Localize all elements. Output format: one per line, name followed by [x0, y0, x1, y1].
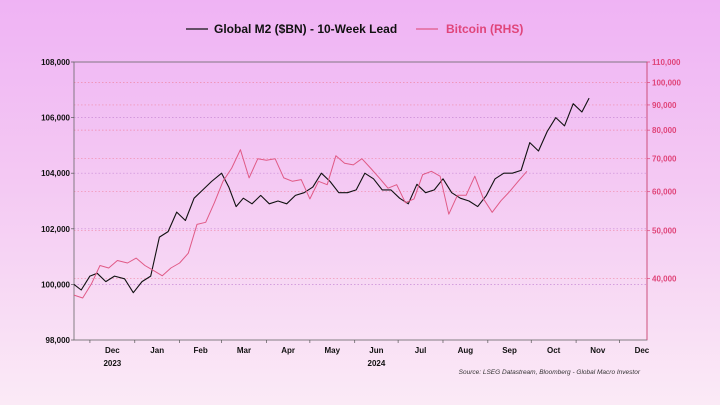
- x-tick-label: Feb: [193, 346, 207, 355]
- x-tick-label: Dec: [105, 346, 120, 355]
- gridlines: [74, 82, 647, 285]
- left-tick-label: 106,000: [41, 114, 70, 123]
- x-tick-label: Oct: [547, 346, 561, 355]
- right-tick-label: 50,000: [652, 227, 677, 236]
- series-line-m2: [73, 97, 590, 294]
- source-note: Source: LSEG Datastream, Bloomberg - Glo…: [459, 369, 641, 376]
- legend: Global M2 ($BN) - 10-Week Lead Bitcoin (…: [186, 22, 523, 36]
- right-tick-label: 90,000: [652, 101, 677, 110]
- left-tick-label: 102,000: [41, 225, 70, 234]
- right-tick-label: 100,000: [652, 78, 681, 87]
- right-y-axis: 40,000 50,000 60,000 70,000 80,000 90,000 100,…: [646, 58, 681, 340]
- x-year-label: 2024: [368, 359, 386, 368]
- series: [73, 97, 590, 299]
- x-tick-label: Jul: [415, 346, 427, 355]
- x-tick-label: Jun: [369, 346, 383, 355]
- legend-label-btc: Bitcoin (RHS): [446, 22, 523, 36]
- legend-label-m2: Global M2 ($BN) - 10-Week Lead: [214, 22, 397, 36]
- x-tick-label: Jan: [150, 346, 164, 355]
- x-tick-label: Apr: [281, 346, 295, 355]
- right-tick-label: 80,000: [652, 126, 677, 135]
- x-year-label: 2023: [103, 359, 121, 368]
- right-tick-label: 70,000: [652, 155, 677, 164]
- left-tick-label: 104,000: [41, 169, 70, 178]
- x-tick-label: Aug: [458, 346, 474, 355]
- x-tick-label: Mar: [237, 346, 251, 355]
- right-tick-label: 110,000: [652, 58, 681, 67]
- x-tick-label: Nov: [590, 346, 606, 355]
- left-tick-label: 98,000: [46, 336, 71, 345]
- right-tick-label: 40,000: [652, 274, 677, 283]
- right-tick-label: 60,000: [652, 188, 677, 197]
- left-tick-label: 108,000: [41, 58, 70, 67]
- x-tick-label: May: [325, 346, 341, 355]
- x-tick-label: Sep: [502, 346, 517, 355]
- left-y-axis: 98,000 100,000 102,000 104,000 106,000 108,00…: [41, 58, 74, 345]
- x-axis: Dec Jan Feb Mar Apr May Jun Jul Aug Sep Oct Nov Dec 2…: [89, 340, 650, 368]
- left-tick-label: 100,000: [41, 280, 70, 289]
- plot-frame: [73, 61, 648, 341]
- x-tick-label: Dec: [635, 346, 650, 355]
- series-line-bitcoin: [73, 149, 528, 299]
